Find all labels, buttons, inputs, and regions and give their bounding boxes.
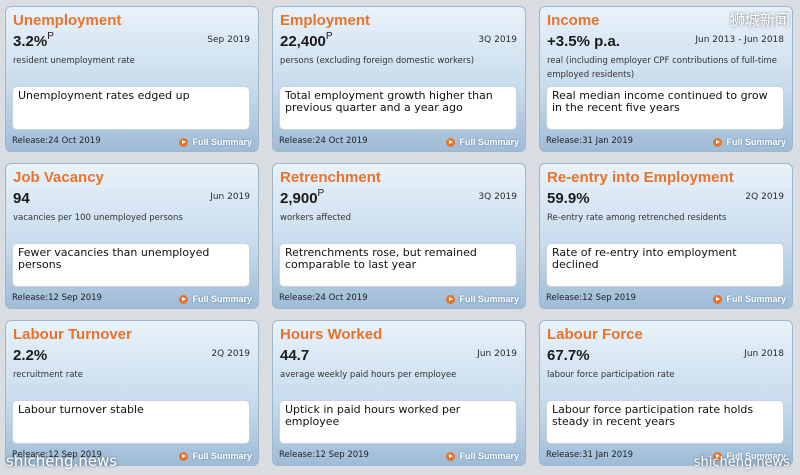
card-title: Hours Worked (280, 326, 383, 343)
full-summary-label: Full Summary (726, 451, 786, 461)
release-date: Release:12 Sep 2019 (546, 293, 636, 303)
release-date: Release:24 Oct 2019 (279, 136, 368, 146)
watermark-cn: 狮城新闻 (729, 11, 790, 29)
card-period: Jun 2018 (744, 349, 784, 359)
full-summary-label: Full Summary (459, 137, 519, 147)
full-summary-link[interactable]: Full Summary (446, 451, 519, 461)
full-summary-link[interactable]: Full Summary (713, 137, 786, 147)
card-income: Income +3.5% p.a. Jun 2013 - Jun 2018 re… (539, 6, 793, 152)
card-description: vacancies per 100 unemployed persons (13, 213, 183, 223)
release-date: Release:12 Sep 2019 (12, 450, 102, 460)
card-highlight: Labour force participation rate holds st… (546, 400, 784, 444)
full-summary-label: Full Summary (726, 137, 786, 147)
card-value: 2,900P (280, 188, 325, 207)
full-summary-link[interactable]: Full Summary (179, 137, 252, 147)
card-highlight: Uptick in paid hours worked per employee (279, 400, 517, 444)
release-date: Release:31 Jan 2019 (546, 136, 634, 146)
card-description: average weekly paid hours per employee (280, 370, 457, 380)
card-title: Labour Force (547, 326, 643, 343)
card-title: Job Vacancy (13, 169, 104, 186)
play-arrow-icon (446, 294, 456, 304)
play-arrow-icon (713, 137, 723, 147)
card-value: 94 (13, 190, 30, 207)
card-description: workers affected (280, 213, 352, 223)
provisional-mark: P (47, 31, 54, 42)
card-period: Jun 2019 (477, 349, 517, 359)
card-period: Jun 2019 (210, 192, 250, 202)
card-value: 44.7 (280, 347, 310, 364)
card-highlight: Rate of re-entry into employment decline… (546, 243, 784, 287)
card-value: +3.5% p.a. (547, 33, 620, 50)
release-date: Release:24 Oct 2019 (12, 136, 101, 146)
full-summary-label: Full Summary (726, 294, 786, 304)
full-summary-link[interactable]: Full Summary (179, 451, 252, 461)
card-highlight: Fewer vacancies than unemployed persons (12, 243, 250, 287)
provisional-mark: P (317, 188, 325, 199)
card-description: real (including employer CPF contributio… (547, 56, 778, 80)
card-period: 2Q 2019 (211, 349, 250, 359)
card-labour-turnover: Labour Turnover 2.2% 2Q 2019 recruitment… (5, 320, 259, 466)
card-job-vacancy: Job Vacancy 94 Jun 2019 vacancies per 10… (5, 163, 259, 309)
full-summary-link[interactable]: Full Summary (179, 294, 252, 304)
full-summary-label: Full Summary (192, 294, 252, 304)
release-date: Release:12 Sep 2019 (279, 450, 369, 460)
card-highlight: Unemployment rates edged up (12, 86, 250, 130)
card-hours-worked: Hours Worked 44.7 Jun 2019 average weekl… (272, 320, 526, 466)
release-date: Release:31 Jan 2019 (546, 450, 634, 460)
card-retrenchment: Retrenchment 2,900P 3Q 2019 workers affe… (272, 163, 526, 309)
card-description: resident unemployment rate (13, 56, 135, 66)
full-summary-label: Full Summary (192, 137, 252, 147)
card-employment: Employment 22,400P 3Q 2019 persons (excl… (272, 6, 526, 152)
play-arrow-icon (446, 137, 456, 147)
play-arrow-icon (179, 451, 189, 461)
play-arrow-icon (713, 451, 723, 461)
card-unemployment: Unemployment 3.2%P Sep 2019 resident une… (5, 6, 259, 152)
play-arrow-icon (446, 451, 456, 461)
card-title: Unemployment (13, 12, 122, 29)
card-highlight: Labour turnover stable (12, 400, 250, 444)
full-summary-link[interactable]: Full Summary (446, 294, 519, 304)
card-description: labour force participation rate (547, 370, 675, 380)
full-summary-link[interactable]: Full Summary (713, 451, 786, 461)
full-summary-label: Full Summary (459, 451, 519, 461)
play-arrow-icon (179, 294, 189, 304)
card-value: 67.7% (547, 347, 590, 364)
card-highlight: Real median income continued to grow in … (546, 86, 784, 130)
card-period: 2Q 2019 (745, 192, 784, 202)
card-value: 22,400P (280, 31, 333, 50)
full-summary-link[interactable]: Full Summary (446, 137, 519, 147)
card-title: Retrenchment (280, 169, 381, 186)
card-title: Employment (280, 12, 371, 29)
card-value: 3.2%P (13, 31, 54, 50)
card-title: Labour Turnover (13, 326, 132, 343)
full-summary-link[interactable]: Full Summary (713, 294, 786, 304)
watermark-right: shicheng.news (693, 455, 790, 470)
card-title: Re-entry into Employment (547, 169, 734, 186)
card-highlight: Retrenchments rose, but remained compara… (279, 243, 517, 287)
card-labour-force: Labour Force 67.7% Jun 2018 labour force… (539, 320, 793, 466)
play-arrow-icon (713, 294, 723, 304)
full-summary-label: Full Summary (192, 451, 252, 461)
card-description: recruitment rate (13, 370, 83, 380)
card-re-entry-into-employment: Re-entry into Employment 59.9% 2Q 2019 R… (539, 163, 793, 309)
card-value: 2.2% (13, 347, 48, 364)
provisional-mark: P (325, 31, 333, 42)
release-date: Release:24 Oct 2019 (279, 293, 368, 303)
play-arrow-icon (179, 137, 189, 147)
watermark-left: shicheng.news (6, 452, 118, 470)
full-summary-label: Full Summary (459, 294, 519, 304)
card-description: Re-entry rate among retrenched residents (547, 213, 727, 223)
card-period: Sep 2019 (207, 35, 250, 45)
card-description: persons (excluding foreign domestic work… (280, 56, 475, 66)
card-highlight: Total employment growth higher than prev… (279, 86, 517, 130)
release-date: Release:12 Sep 2019 (12, 293, 102, 303)
card-period: 3Q 2019 (478, 35, 517, 45)
card-title: Income (547, 12, 600, 29)
card-value: 59.9% (547, 190, 590, 207)
card-period: Jun 2013 - Jun 2018 (695, 35, 784, 45)
card-period: 3Q 2019 (478, 192, 517, 202)
